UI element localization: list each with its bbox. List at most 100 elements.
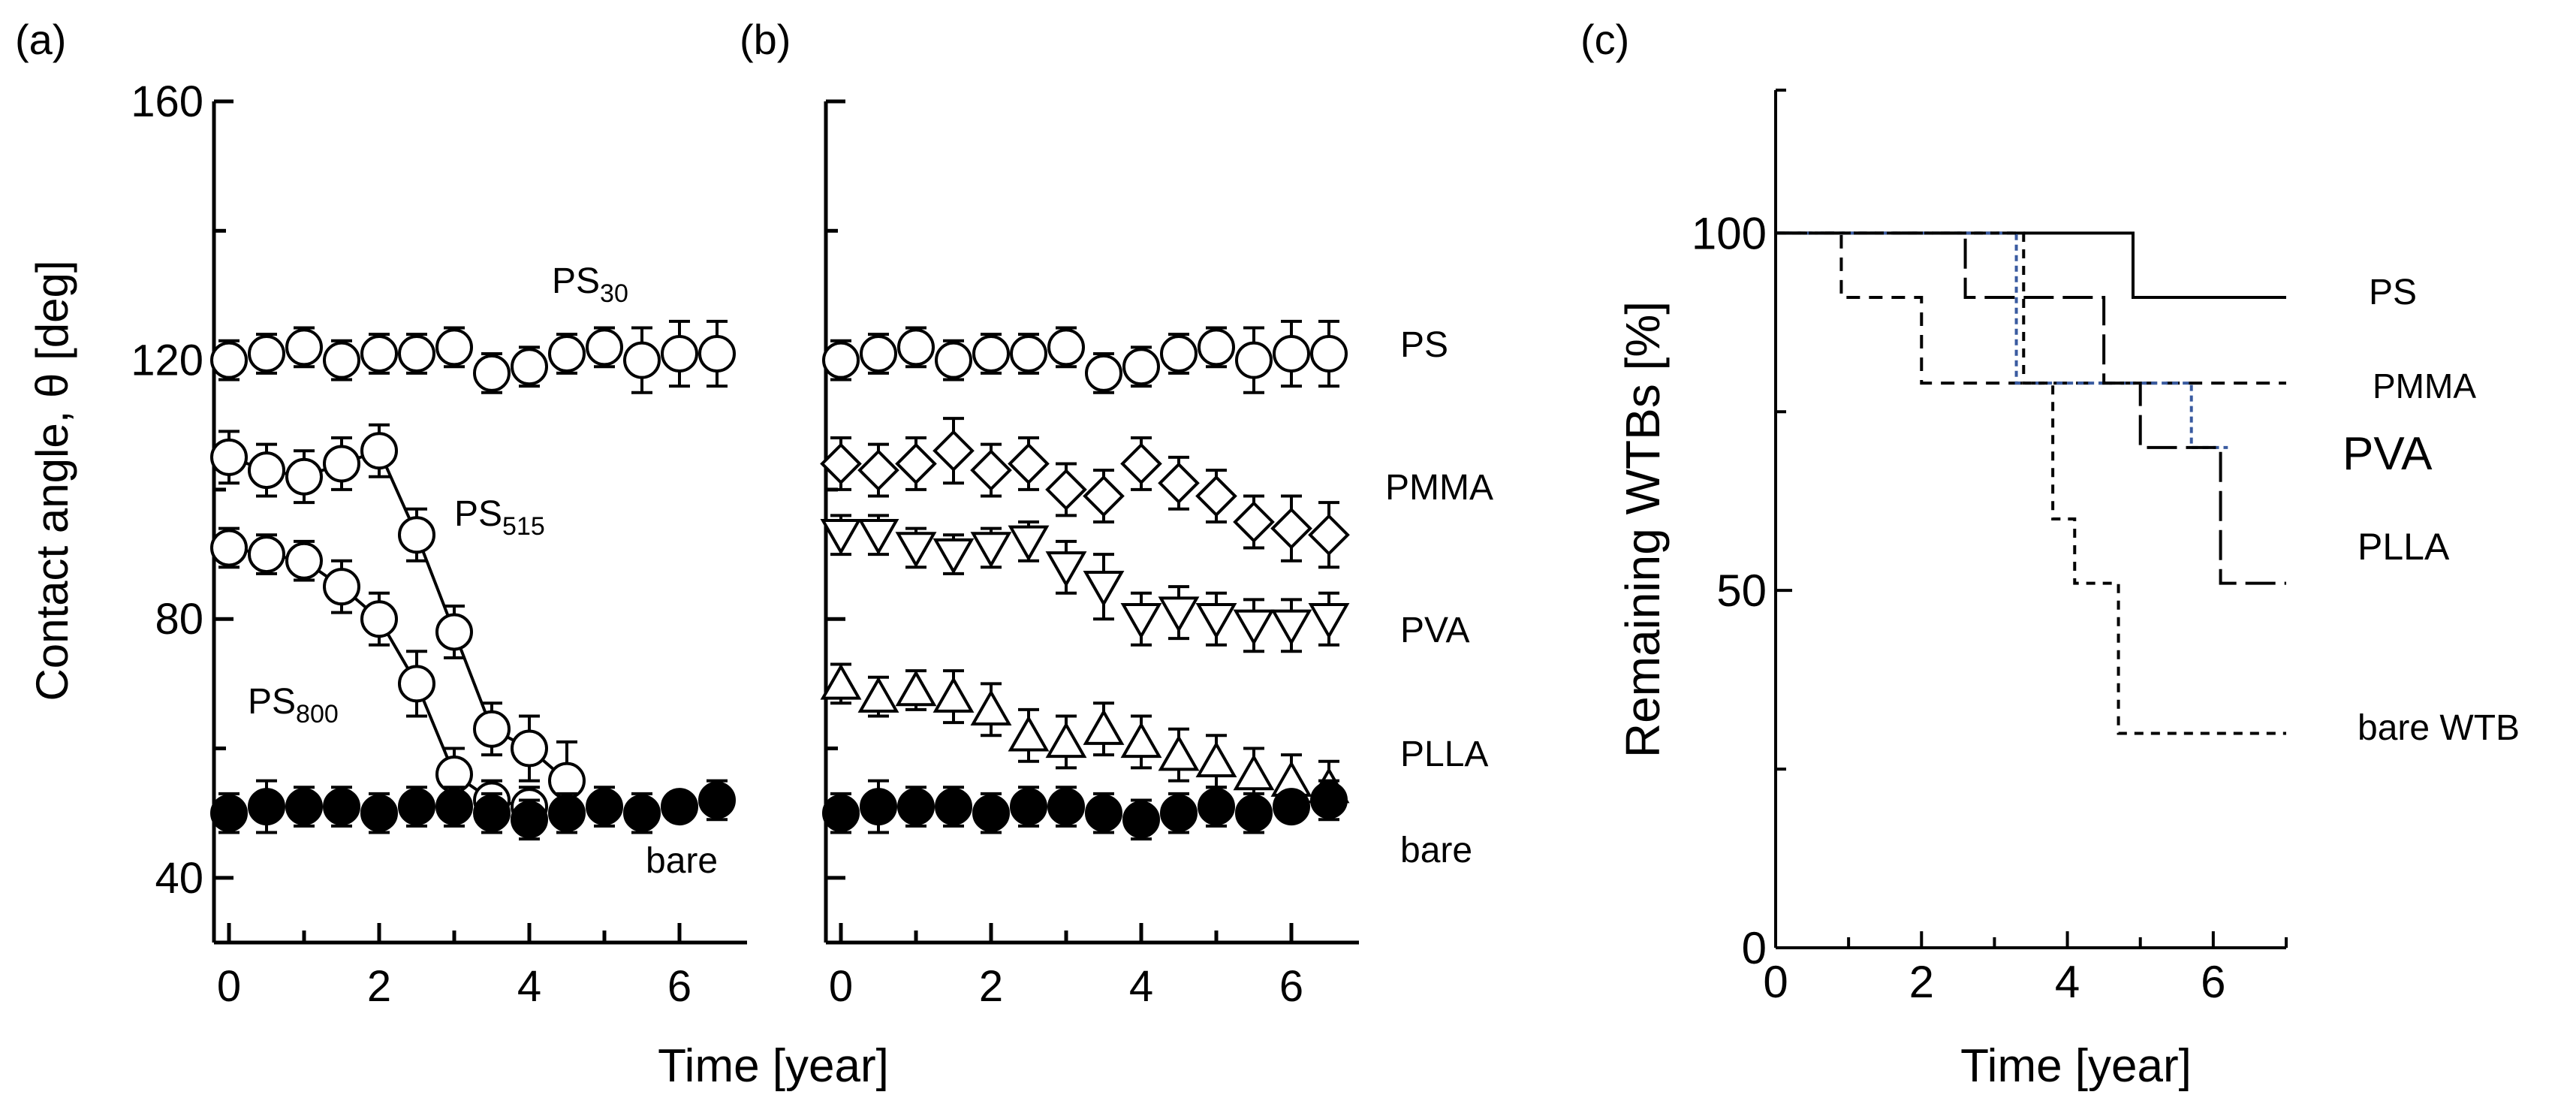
data-point [548,794,586,832]
data-point [932,676,975,713]
y-tick-label: 120 [131,336,203,385]
panel-c-y-axis-label: Remaining WTBs [%] [1616,301,1670,758]
data-point [1160,794,1198,832]
data-point [895,670,937,707]
series-label-pmma-b: PMMA [1385,468,1493,508]
data-point [698,335,736,373]
series-label-bare-a: bare [646,841,718,881]
data-point [897,328,935,366]
survival-line-pva [1776,231,2228,449]
data-point [623,794,661,832]
data-point [822,341,860,379]
data-point [360,600,398,638]
series-b-pva [820,514,1350,653]
data-point [623,341,661,379]
data-point [1235,794,1273,832]
data-point [248,451,285,490]
panel-label-a: (a) [15,16,66,63]
data-point [820,442,862,485]
series-b-pmma [820,417,1350,569]
data-point [323,788,360,826]
data-point [1270,609,1312,646]
data-point [1045,469,1087,511]
y-tick-label: 50 [1716,566,1767,616]
data-point [1310,781,1348,819]
series-label-ps-b: PS [1400,325,1448,365]
data-point [1158,462,1200,505]
x-axis-label-ab: Time [year] [658,1040,889,1092]
data-point [1122,801,1160,839]
data-point [1047,788,1085,826]
data-point [860,788,897,826]
panel-a-series [210,319,736,841]
series-label-bare-b: bare [1400,831,1472,870]
panel-b-series [820,319,1350,841]
data-point [1273,335,1310,373]
series-label-ps800: PS800 [248,682,339,728]
data-point [1158,734,1200,771]
data-point [1085,794,1122,832]
survival-line-bare-wtb [1776,231,2286,735]
panel-a-y-axis-label: Contact angle, θ [deg] [27,260,77,701]
data-point [210,341,248,379]
data-point [473,354,511,392]
series-line [228,448,568,783]
legend-label-pva-c: PVA [2343,428,2433,480]
data-point [1198,328,1235,366]
data-point [972,794,1010,832]
data-point [1310,335,1348,373]
data-point [398,788,435,826]
data-point [935,341,972,379]
legend-label-bare-wtb-c: bare WTB [2358,708,2520,748]
data-point [323,568,360,606]
data-point [1010,335,1047,373]
series-label-pva-b: PVA [1400,611,1469,650]
data-point [1233,609,1275,646]
series-label-plla-b: PLLA [1400,734,1488,774]
data-point [511,348,548,386]
panel-c-series [1776,231,2286,735]
series-label-ps515: PS515 [454,494,545,541]
data-point [323,445,360,483]
data-point [972,335,1010,373]
data-point [435,328,473,366]
data-point [1120,442,1162,485]
legend-label-plla-c: PLLA [2358,526,2450,568]
data-point [935,788,972,826]
data-point [698,781,736,819]
data-point [398,335,435,373]
legend-label-ps-c: PS [2369,273,2417,312]
series-a-ps515 [210,423,586,822]
data-point [473,794,511,832]
data-point [1085,354,1122,392]
data-point [1083,570,1125,607]
data-point [586,328,623,366]
data-point [1047,328,1085,366]
data-point [360,335,398,373]
data-point [511,729,548,768]
x-tick-label: 2 [1909,957,1934,1007]
data-point [932,430,975,472]
x-tick-label: 6 [667,962,691,1011]
y-tick-label: 0 [1742,923,1767,973]
panel-b: 0 2 4 6 PS PMMA PVA PLLA bare [820,99,1493,1011]
x-tick-label: 4 [1129,962,1153,1011]
data-point [860,335,897,373]
data-point [895,442,937,485]
y-tick-label: 100 [1692,208,1767,258]
data-point [1233,501,1275,543]
y-tick-label: 80 [155,595,203,644]
data-point [398,516,435,554]
data-point [511,801,548,839]
data-point [1235,341,1273,379]
data-point [323,341,360,379]
data-point [473,710,511,748]
data-point [1195,603,1237,640]
survival-line-pmma [1776,231,2286,385]
data-point [548,335,586,373]
survival-line-plla [1776,231,2286,585]
legend-label-pmma-c: PMMA [2373,366,2476,406]
x-tick-label: 4 [517,962,541,1011]
data-point [435,613,473,651]
